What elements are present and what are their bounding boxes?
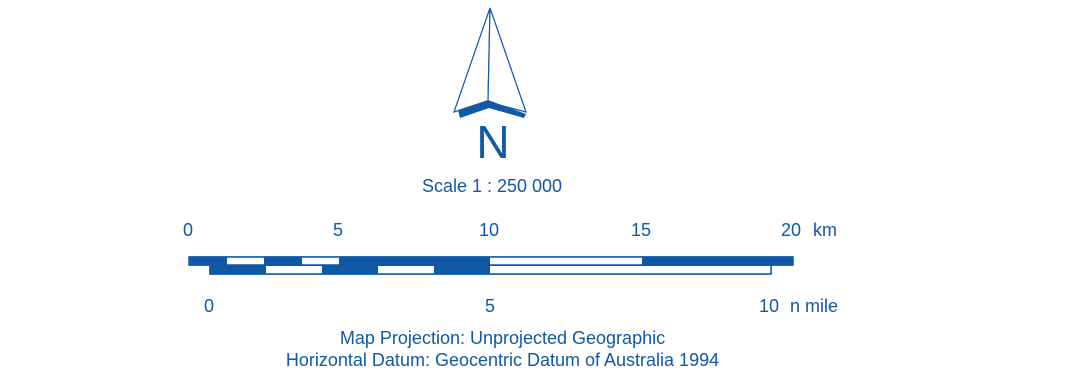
km-tick-label-5: 5: [333, 220, 344, 240]
km-segment: [264, 257, 302, 265]
nmile-unit-label: n mile: [790, 296, 839, 316]
nmile-segment: [210, 266, 266, 274]
map-projection-label: Map Projection: Unprojected Geographic: [339, 328, 666, 348]
km-segment: [302, 257, 339, 265]
nmile-segment: [378, 266, 434, 274]
nmile-segment: [490, 266, 771, 274]
nmile-tick-label-0: 0: [204, 296, 215, 316]
km-tick-label-20: 20: [781, 220, 802, 240]
nmile-tick-label-5: 5: [485, 296, 496, 316]
km-segment: [189, 257, 227, 265]
km-segment: [642, 257, 793, 265]
horizontal-datum-label: Horizontal Datum: Geocentric Datum of Au…: [285, 350, 720, 370]
km-segment: [490, 257, 642, 265]
scale-label: Scale 1 : 250 000: [421, 176, 563, 196]
nmile-segment: [322, 266, 378, 274]
km-segment: [339, 257, 490, 265]
north-arrow-base: [458, 100, 526, 118]
nmile-segment: [266, 266, 322, 274]
km-segment: [227, 257, 264, 265]
km-tick-label-10: 10: [479, 220, 500, 240]
nmile-tick-label-10: 10: [759, 296, 780, 316]
north-letter: N: [476, 116, 510, 168]
km-tick-label-0: 0: [183, 220, 194, 240]
north-arrow-icon: [453, 7, 527, 118]
nmile-segment: [434, 266, 490, 274]
km-unit-label: km: [813, 220, 837, 240]
km-tick-label-15: 15: [631, 220, 652, 240]
